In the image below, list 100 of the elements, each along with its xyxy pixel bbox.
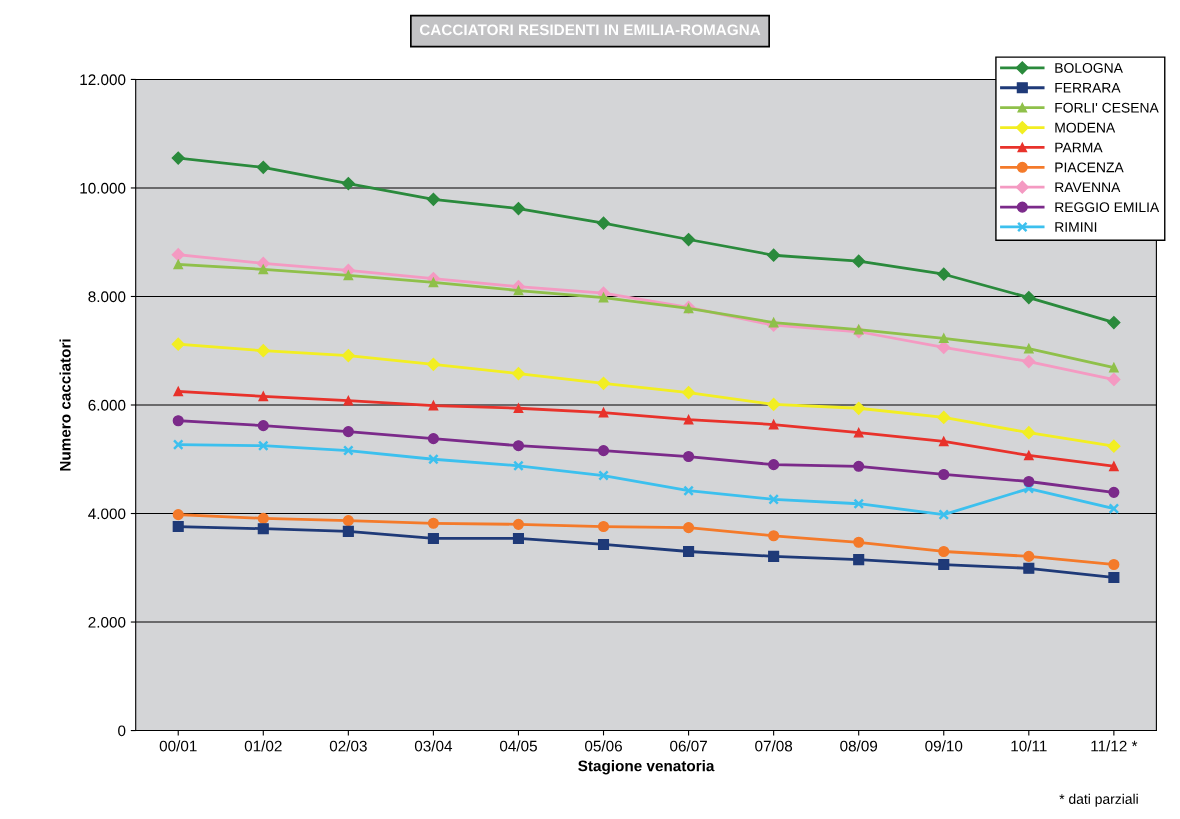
point [426,357,440,371]
point [768,550,780,562]
point [1108,486,1120,498]
point [258,391,269,402]
point [681,232,696,247]
x-tick-label: 08/09 [840,740,878,752]
y-axis-title: Numero cacciatori [59,339,71,471]
point [852,401,866,415]
point [938,436,949,447]
point [683,522,695,534]
point [683,545,695,558]
legend-label: MODENA [1055,122,1116,133]
point [173,259,184,270]
point [1108,571,1120,584]
point [767,248,781,262]
point [1023,562,1035,574]
chart-title: CACCIATORI RESIDENTI IN EMILIA-ROMAGNA [419,24,761,36]
point [427,517,439,529]
point [343,395,354,406]
point [852,254,866,268]
point [1108,558,1120,571]
point [172,509,184,521]
point [853,536,865,548]
x-tick-label: 01/02 [244,740,282,752]
point [768,493,780,505]
legend-label: FERRARA [1055,83,1121,93]
x-tick-label: 11/12 * [1091,740,1138,752]
point [1023,343,1034,354]
point [512,440,525,452]
point [427,532,439,545]
x-tick-label: 09/10 [925,740,963,752]
x-tick-label: 00/01 [159,740,197,752]
point [171,248,185,262]
point [683,414,694,425]
point [342,445,354,456]
point [768,317,779,328]
point [172,439,184,451]
point [1109,461,1119,472]
y-tick-label: 2.000 [88,616,126,628]
point [1022,355,1036,369]
y-tick-label: 6.000 [88,399,126,411]
point [853,498,865,510]
point [768,530,780,542]
legend-label: PARMA [1055,142,1103,153]
point [1107,372,1121,387]
legend-label: PIACENZA [1055,162,1124,173]
point [598,407,609,418]
point [853,460,865,472]
point [1023,475,1035,488]
legend-label: REGGIO EMILIA [1055,202,1160,213]
point [512,518,525,530]
point [256,160,270,174]
legend-label: RIMINI [1055,222,1097,232]
y-tick-label: 0 [118,725,126,737]
y-tick-label: 4.000 [88,508,126,520]
x-tick-label: 06/07 [670,740,707,752]
text: * dati parziali [1059,793,1138,807]
point [1109,362,1119,373]
point [596,376,611,390]
point [171,337,185,351]
point [428,400,439,411]
point [1023,550,1035,562]
x-tick-label: 02/03 [329,740,367,752]
point [768,459,780,471]
point [681,385,696,400]
point [938,558,950,571]
point [257,440,269,452]
point [853,324,864,335]
x-tick-label: 10/11 [1011,740,1047,752]
point [341,349,355,363]
point [938,468,950,481]
point [257,512,269,524]
point [343,270,354,281]
point [938,545,950,558]
x-tick-label: 05/06 [585,740,622,752]
x-axis-title: Stagione venatoria [578,760,715,775]
point [256,344,270,358]
point [767,397,781,412]
point [596,216,611,230]
y-tick-label: 8.000 [88,291,126,303]
point [172,520,184,533]
point [597,445,610,457]
point [1022,290,1036,305]
point [511,201,526,216]
legend-label: FORLI' CESENA [1055,102,1159,113]
point [513,403,524,414]
point [597,538,610,550]
x-tick-label: 03/04 [414,740,453,752]
point [853,554,865,566]
legend-label: BOLOGNA [1055,63,1123,73]
point [513,460,524,472]
point [1107,315,1121,330]
point [853,427,864,438]
y-tick-label: 12.000 [80,74,126,86]
point [511,366,526,381]
point [1108,503,1120,515]
point [427,453,439,465]
x-tick-label: 04/05 [499,740,537,752]
point [257,420,269,432]
point [768,419,779,430]
